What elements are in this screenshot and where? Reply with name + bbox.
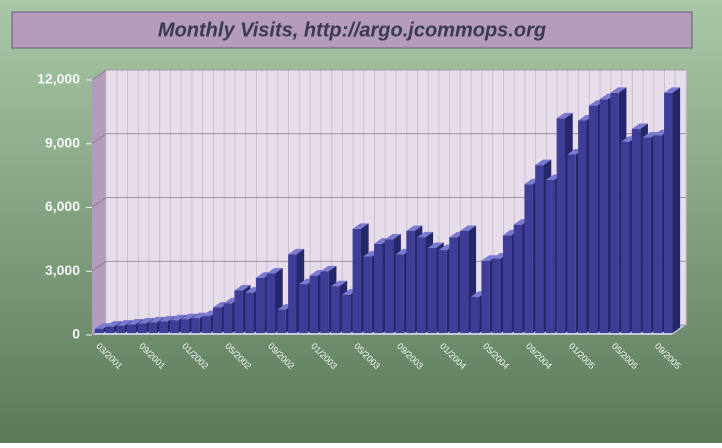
bar-front <box>578 120 587 333</box>
bar-front <box>266 273 276 333</box>
bar-top <box>180 313 197 320</box>
bar-front <box>352 228 361 333</box>
bar-front <box>159 321 168 333</box>
bar-top <box>137 317 154 324</box>
bar-top <box>159 315 176 322</box>
bar-front <box>621 141 630 333</box>
bar-front <box>438 250 447 333</box>
bar-top <box>148 316 165 323</box>
bar-front <box>212 307 222 333</box>
bar-top <box>169 314 187 321</box>
bar-top <box>288 248 305 255</box>
bar-front <box>395 254 404 333</box>
bar-front <box>320 271 329 333</box>
bar-front <box>234 290 243 333</box>
bar-top <box>331 280 348 287</box>
bar-front <box>137 323 147 333</box>
bar-front <box>288 254 297 333</box>
bar-front <box>502 235 512 333</box>
bar-front <box>545 180 555 333</box>
bar-top <box>384 234 401 240</box>
bar-front <box>535 165 544 333</box>
y-tick-label: 3,000 <box>45 262 80 278</box>
bar-front <box>588 105 598 333</box>
bar-front <box>331 286 340 333</box>
bar-front <box>524 184 533 333</box>
grid-line <box>91 133 686 145</box>
y-tick-label: 0 <box>72 326 80 342</box>
bar-top <box>417 231 434 238</box>
bar-top <box>610 87 627 93</box>
bar-front <box>492 258 501 333</box>
bar-top <box>631 123 648 129</box>
bar-front <box>610 92 619 333</box>
bar-top <box>481 255 498 261</box>
bar-front <box>664 92 673 333</box>
bar-front <box>341 294 351 333</box>
bar-front <box>599 99 608 333</box>
bar-front <box>255 277 265 333</box>
bar-top <box>191 312 208 319</box>
bar-front <box>169 320 179 333</box>
bar-side <box>672 87 681 333</box>
bar-front <box>384 239 394 333</box>
bar-front <box>309 275 318 333</box>
bar-top <box>664 87 681 93</box>
bar-front <box>245 292 254 333</box>
bar-top <box>127 319 144 325</box>
bar-front <box>427 248 437 333</box>
bar-front <box>374 243 383 333</box>
bar-front <box>653 135 662 333</box>
bar-top <box>94 323 111 329</box>
title-box <box>11 11 693 49</box>
bar-front <box>470 296 480 333</box>
bar-top <box>535 159 552 166</box>
bar-front <box>116 325 125 333</box>
bar-top <box>266 268 283 274</box>
bar-front <box>180 319 190 333</box>
grid-line <box>91 197 686 208</box>
bar-front <box>191 318 200 333</box>
chart-title: Monthly Visits, http://argo.jcommops.org <box>158 19 546 41</box>
bar-front <box>148 322 157 333</box>
bar-front <box>481 260 490 333</box>
bar-front <box>298 284 308 333</box>
bar-top <box>642 132 659 138</box>
bar-front <box>567 154 576 333</box>
bar-top <box>234 285 251 291</box>
bar-front <box>406 231 415 333</box>
bar-front <box>513 224 523 333</box>
bar-top <box>320 265 337 272</box>
y-tick-label: 12,000 <box>37 71 80 87</box>
bar-front <box>631 129 641 333</box>
bar-top <box>406 225 423 231</box>
bar-front <box>556 118 566 333</box>
bar-top <box>116 320 133 326</box>
bar-front <box>105 326 114 333</box>
bar-front <box>223 303 233 333</box>
y-tick-label: 9,000 <box>45 134 80 150</box>
grid-line <box>91 69 686 81</box>
bar-top <box>556 112 573 119</box>
bar-front <box>459 231 469 333</box>
bar-top <box>427 242 444 248</box>
bar-front <box>449 237 458 333</box>
bar-top <box>105 321 122 327</box>
bar-top <box>459 225 477 231</box>
bar-front <box>94 328 104 333</box>
bar-top <box>352 223 369 229</box>
bar-front <box>417 237 426 333</box>
bar-front <box>202 316 211 333</box>
bar-front <box>127 324 136 333</box>
bar-front <box>277 309 286 333</box>
bar-front <box>642 137 651 333</box>
y-tick-label: 6,000 <box>45 198 80 214</box>
bar-front <box>363 256 372 333</box>
